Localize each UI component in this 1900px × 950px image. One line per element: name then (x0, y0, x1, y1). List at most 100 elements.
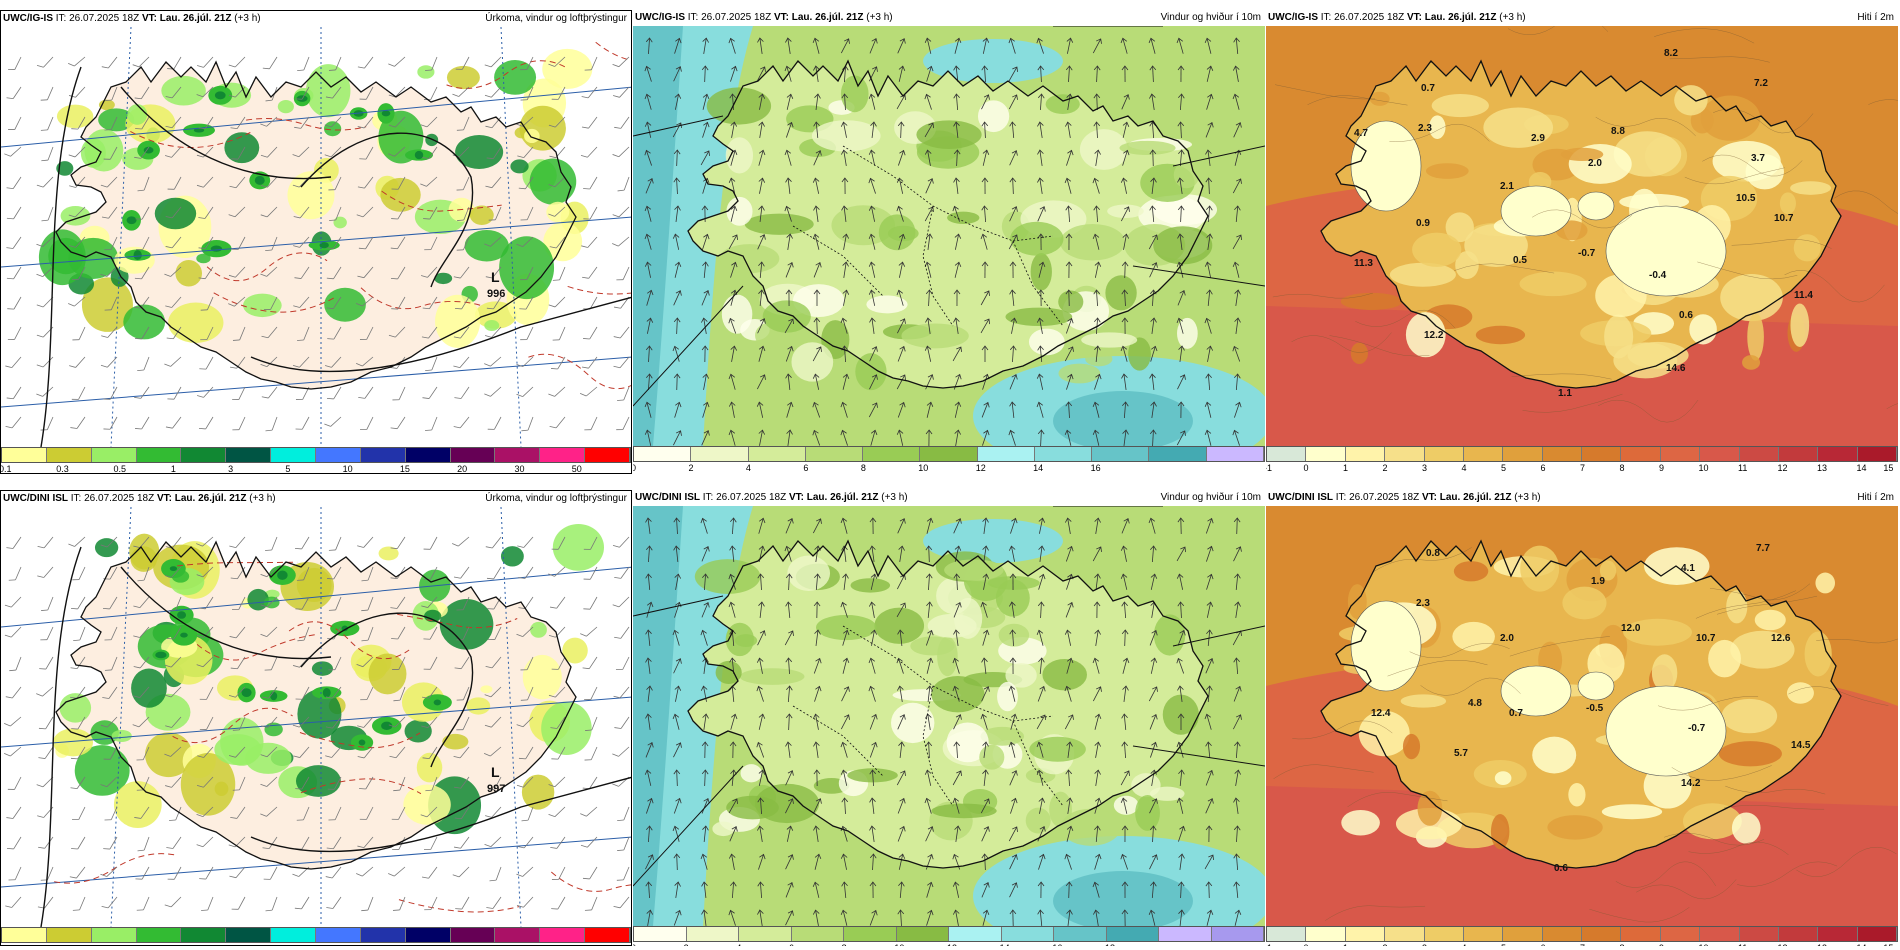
colorbar-tick-label: 14 (1856, 463, 1867, 473)
colorbar-tick-label: 0.3 (56, 464, 69, 474)
temperature-point-value: 10.7 (1696, 633, 1716, 644)
panel-header: UWC/DINI ISL IT: 26.07.2025 18Z VT: Lau.… (1266, 490, 1898, 506)
colorbar-tick-label: 6 (1540, 463, 1546, 473)
colorbar-swatch (1159, 927, 1212, 941)
colorbar-tick-label: 15 (399, 464, 410, 474)
colorbar-swatch (977, 447, 1035, 461)
colorbar-tick-label: 8 (1620, 943, 1625, 946)
colorbar-swatch (1306, 447, 1346, 461)
colorbar-tick-label: 0.5 (113, 464, 127, 474)
colorbar-tick-label: 10 (343, 944, 353, 945)
vt-label: VT: (773, 12, 789, 23)
colorbar-tick-label: 3 (228, 944, 233, 945)
colorbar-tick-label: 1 (170, 464, 176, 474)
colorbar-tick-label: 7 (1580, 463, 1586, 473)
colorbar-swatches (1266, 926, 1898, 942)
colorbar-tick-label: 14 (1000, 943, 1010, 946)
temperature-point-value: 10.5 (1736, 193, 1756, 204)
colorbar: 0 2 4 6 8 10 12 14 16 (633, 446, 1265, 474)
map-svg: 8.2 0.7 7.2 4.7 2.3 2.9 8.8 3.7 2.0 2.1 10.5 10.7 0.… (1266, 26, 1898, 446)
panel-ig-precip: UWC/IG-IS IT: 26.07.2025 18Z VT: Lau. 26… (0, 10, 632, 474)
map-area: L 996 (1, 27, 631, 447)
panel-title: Hiti í 2m (1857, 492, 1894, 503)
colorbar-swatch (226, 928, 272, 942)
temperature-point-value: 2.0 (1500, 633, 1514, 644)
init-time: 26.07.2025 18Z (716, 492, 787, 503)
temperature-point-value: 14.6 (1666, 363, 1686, 374)
lead-time: (+3 h) (249, 493, 276, 504)
colorbar-swatch (450, 928, 496, 942)
colorbar-swatch (1503, 927, 1543, 941)
model-label: UWC/DINI ISL (1268, 492, 1333, 503)
temperature-point-value: 0.8 (1426, 548, 1440, 559)
panel-header: UWC/DINI ISL IT: 26.07.2025 18Z VT: Lau.… (633, 490, 1265, 506)
colorbar-tick-label: 4 (736, 943, 741, 946)
it-label: IT: (1320, 12, 1332, 23)
colorbar-swatch (46, 928, 92, 942)
temperature-point-value: 4.7 (1354, 128, 1368, 139)
init-time: 26.07.2025 18Z (84, 493, 155, 504)
colorbar-tick-label: 14 (1033, 463, 1044, 473)
low-pressure-letter: L (491, 269, 500, 285)
map-area: L 997 (1, 507, 631, 927)
vt-label: VT: (1406, 12, 1422, 23)
colorbar-tick-label: 13 (1817, 463, 1828, 473)
colorbar-swatches (1, 927, 631, 943)
colorbar-swatch (896, 927, 949, 941)
temperature-point-value: 11.4 (1794, 290, 1813, 301)
colorbar-tick-label: 10 (1698, 463, 1709, 473)
colorbar-tick-label: 16 (1090, 463, 1101, 473)
lead-time: (+3 h) (1499, 12, 1526, 23)
coastline (1320, 539, 1842, 869)
colorbar-tick-label: 15 (1883, 943, 1893, 946)
land-area (1321, 541, 1841, 868)
temperature-point-value: 0.7 (1509, 708, 1523, 719)
temperature-point-value: 3.7 (1751, 153, 1765, 164)
coastline (687, 539, 1209, 869)
map-area (633, 26, 1265, 446)
colorbar-tick-label: 10 (342, 464, 353, 474)
temperature-point-value: -0.4 (1649, 270, 1667, 281)
panel-title: Úrkoma, vindur og loftþrýstingur (485, 13, 627, 24)
colorbar-swatch (634, 447, 692, 461)
coastline (55, 60, 577, 390)
colorbar-swatch (181, 448, 227, 462)
vt-label: VT: (156, 493, 172, 504)
colorbar-swatch (1267, 927, 1307, 941)
map-svg: 0.8 7.7 2.3 1.9 4.1 2.0 12.0 10.7 12.6 12.4 4.8 0.7… (1266, 506, 1898, 926)
temperature-point-value: 12.0 (1621, 623, 1641, 634)
temperature-point-value: 2.0 (1588, 158, 1602, 169)
colorbar-swatches (633, 926, 1265, 942)
init-time: 26.07.2025 18Z (69, 13, 140, 24)
panel-header: UWC/IG-IS IT: 26.07.2025 18Z VT: Lau. 26… (1, 11, 631, 27)
temperature-point-value: 12.4 (1371, 708, 1391, 719)
colorbar-swatch (271, 928, 317, 942)
colorbar-swatch (1739, 927, 1779, 941)
colorbar-tick-label: 16 (1052, 943, 1062, 946)
colorbar-tick-label: 15 (400, 944, 410, 945)
colorbar: 0.1 0.3 0.5 1 3 5 10 15 20 30 50 (1, 927, 631, 945)
colorbar-tick-label: 30 (514, 464, 525, 474)
colorbar-swatch (791, 927, 844, 941)
colorbar-swatch (1739, 447, 1779, 461)
colorbar-swatch (739, 927, 792, 941)
colorbar-swatch (1385, 447, 1425, 461)
colorbar-tick-label: 5 (1501, 943, 1506, 946)
colorbar-tick-label: 2 (1383, 943, 1388, 946)
colorbar-swatch (1463, 447, 1504, 461)
colorbar-swatch (46, 448, 92, 462)
map-area (633, 506, 1265, 926)
colorbar-tick-label: 0 (1303, 463, 1309, 473)
colorbar-tick-label: 4 (745, 463, 751, 473)
colorbar-swatch (1778, 927, 1819, 941)
colorbar-tick-label: 50 (572, 944, 582, 945)
temperature-point-value: 7.7 (1756, 543, 1770, 554)
colorbar-tick-label: 3 (228, 464, 234, 474)
colorbar-tick-label: 0.1 (1, 944, 12, 945)
temperature-point-value: 0.6 (1554, 863, 1568, 874)
temperature-point-value: 8.8 (1611, 126, 1625, 137)
colorbar-swatch (1001, 927, 1054, 941)
colorbar-tick-label: 0 (633, 463, 637, 473)
